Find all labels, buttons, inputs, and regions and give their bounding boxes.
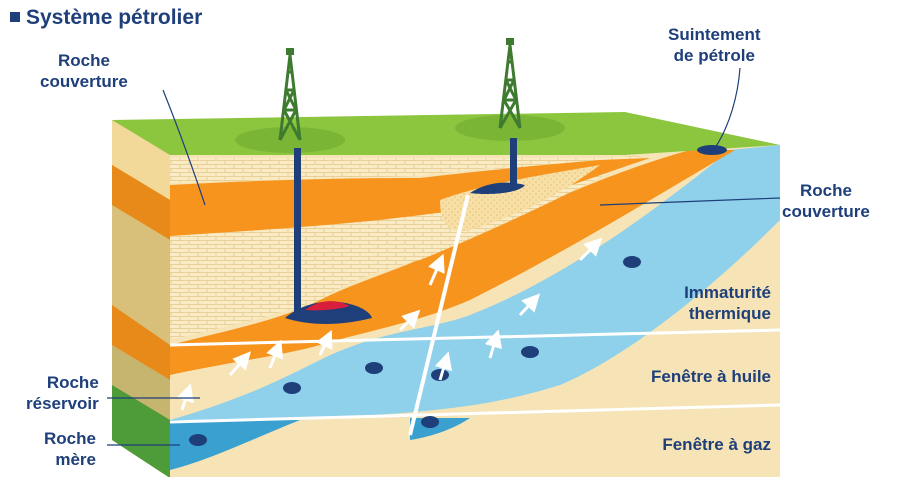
carrier-bed-layer — [170, 145, 780, 420]
source-rock-layer — [170, 420, 300, 470]
label-line: Fenêtre à huile — [651, 367, 771, 386]
migration-arrow-icon — [176, 237, 603, 411]
oil-pool-left — [285, 301, 372, 324]
leader-lines — [107, 67, 781, 446]
gas-cap-left — [305, 301, 350, 311]
label-line: mère — [55, 450, 96, 469]
label-line: thermique — [688, 304, 771, 323]
label-line: couverture — [40, 72, 128, 91]
derrick-icon — [498, 38, 522, 129]
label-reservoir-rock: Roche réservoir — [26, 372, 99, 414]
label-line: de pétrole — [673, 46, 755, 65]
side-face — [112, 120, 170, 477]
label-line: Roche — [46, 373, 99, 392]
title-bullet-icon — [10, 12, 20, 22]
label-line: Fenêtre à gaz — [662, 435, 771, 454]
label-oil-window: Fenêtre à huile — [651, 366, 771, 387]
label-line: Roche — [799, 181, 852, 200]
well-bore-right — [510, 138, 517, 188]
label-line: Immaturité — [684, 283, 771, 302]
diagram-title: Système pétrolier — [10, 6, 202, 30]
label-line: Suintement — [668, 25, 761, 44]
well-bore-left — [294, 148, 301, 316]
label-line: réservoir — [26, 394, 99, 413]
oil-seep-icon — [697, 145, 727, 155]
label-source-rock: Roche mère — [44, 428, 96, 470]
derrick-icon — [278, 48, 302, 141]
label-line: couverture — [782, 202, 870, 221]
fault-line — [408, 194, 470, 436]
oil-drop-icon — [189, 256, 641, 446]
label-line: Roche — [44, 429, 96, 448]
label-line: Roche — [57, 51, 110, 70]
gas-window-top-line — [169, 403, 781, 424]
surface-top-face — [112, 112, 780, 155]
label-cap-rock-left: Roche couverture — [40, 50, 128, 92]
title-text: Système pétrolier — [26, 6, 203, 29]
label-gas-window: Fenêtre à gaz — [662, 434, 771, 455]
label-thermal-immaturity: Immaturité thermique — [684, 282, 771, 324]
label-oil-seep: Suintement de pétrole — [668, 24, 761, 66]
label-cap-rock-right: Roche couverture — [782, 180, 870, 222]
